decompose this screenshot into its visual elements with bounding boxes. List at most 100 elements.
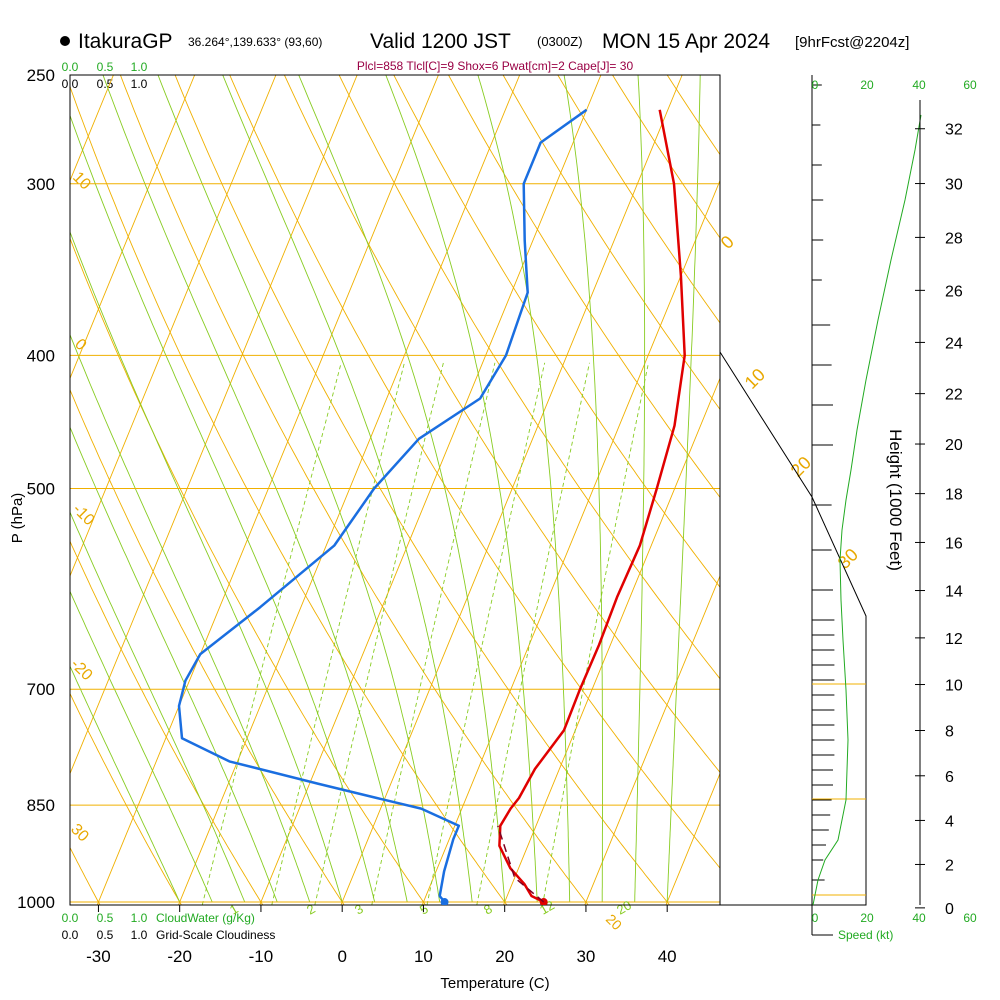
moist-adiabat-line [157,75,441,903]
temperature-tick-label: 0 [337,947,346,966]
temperature-tick-label: -30 [86,947,111,966]
forecast-info: [9hrFcst@2204z] [795,34,909,51]
dry-adiabat-line [70,692,182,905]
x-axis-label: Temperature (C) [440,975,549,992]
height-tick-label: 14 [945,584,963,601]
speed-tick: 0 [812,78,819,92]
cloudwater-tick: 1.0 [131,60,148,74]
isotherm-line [70,75,358,775]
isotherm-line [584,574,720,905]
wind-panel-outline [719,351,867,906]
height-tick-label: 28 [945,230,963,247]
height-tick-label: 4 [945,813,954,830]
pressure-axis: 250 300 400 500 700 850 1000 [17,66,55,912]
mixing-ratio-line [314,362,444,905]
dry-adiabat-line [119,75,589,905]
y-axis-label: P (hPa) [9,493,26,544]
station-coords: 36.264°,139.633° (93,60) [188,35,322,49]
moist-adiabat-line [70,665,181,903]
height-tick-label: 20 [945,437,963,454]
moist-adiabat-line [70,230,343,903]
station-name: ItakuraGP [78,30,173,53]
moist-adiabat-label: 20 [787,453,815,481]
cloudiness-tick: 1.0 [131,77,148,91]
moist-adiabat-line [385,75,538,903]
dry-adiabat-line [995,75,1000,905]
moist-adiabat-line [477,75,571,903]
height-tick-label: 32 [945,122,963,139]
moist-adiabat-line [222,75,473,903]
dry-adiabat-label: 30 [67,821,92,846]
wind-speed-profile [812,114,922,906]
temperature-tick-label: -10 [249,947,274,966]
station-marker-icon [60,36,70,46]
speed-tick: 20 [860,78,874,92]
dry-adiabat-label: -20 [67,656,95,684]
dry-adiabat-line [229,75,720,869]
cloudiness-tick: 0.0 [62,928,79,942]
dry-adiabat-label: 0 [71,336,89,354]
mixing-ratio-line [426,362,546,905]
valid-utc: (0300Z) [537,34,583,49]
mixing-ratio-label: 2 [304,901,318,918]
cloudiness-tick: 0.5 [97,77,114,91]
dry-adiabat-line [557,75,720,324]
moist-adiabat-line [102,75,408,903]
dry-adiabat-line [70,388,345,905]
temperature-tick-label: -20 [167,947,192,966]
height-tick-label: 16 [945,535,963,552]
mixing-ratio-line [371,362,496,905]
mixing-ratio-line [201,362,342,905]
dry-adiabat-line [831,75,1000,905]
height-tick-label: 22 [945,387,963,404]
valid-time: Valid 1200 JST [370,30,511,53]
mixing-ratio-line [542,362,649,905]
dry-adiabat-line [612,75,720,239]
dry-adiabat-line [174,75,670,905]
speed-tick: 40 [912,78,926,92]
moist-adiabat-line [70,114,376,903]
dry-adiabat-line [70,237,426,905]
moist-adiabat-line [70,590,213,903]
dry-adiabat-line [393,75,720,588]
cloudwater-tick: 1.0 [131,911,148,925]
height-axis-label: Height (1000 Feet) [886,429,905,571]
stability-indices: Plcl=858 Tlcl[C]=9 Shox=6 Pwat[cm]=2 Cap… [357,59,634,73]
isotherm-line [70,75,196,380]
cloudiness-tick: 0.5 [97,928,114,942]
moist-adiabat-line [70,426,278,903]
pressure-tick-label: 700 [27,680,55,699]
speed-tick: 0 [812,911,819,925]
height-tick-label: 10 [945,678,963,695]
dewpoint-line [177,108,588,903]
speed-tick: 20 [860,911,874,925]
thermo-background [70,75,1000,905]
mixing-ratio-line [271,362,405,905]
cloudiness-label: Grid-Scale Cloudiness [156,928,275,942]
plot-frame [69,74,721,906]
isotherm-line [70,75,277,578]
speed-tick: 40 [912,911,926,925]
dewpoint-surface-point [440,898,449,905]
dry-adiabat-line [70,85,508,905]
dry-adiabat-line [502,75,720,411]
dry-adiabat-label: -10 [69,501,97,529]
speed-label: Speed (kt) [838,928,893,942]
isobars [70,74,720,903]
pressure-tick-label: 400 [27,346,55,365]
temperature-tick-label: 10 [414,947,433,966]
height-tick-label: 2 [945,857,954,874]
cloud-scale-bottom: 0.0 0.5 1.0 CloudWater (g/Kg) 0.0 0.5 1.… [62,911,276,942]
height-tick-label: 24 [945,335,963,352]
isotherm-line [340,75,683,905]
pressure-tick-label: 300 [27,175,55,194]
height-tick-label: 26 [945,283,963,300]
mixing-ratio-line [476,362,590,905]
moist-adiabat-line [563,75,603,902]
wind-barbs [812,84,835,936]
mixing-ratio-label: 3 [352,901,366,918]
cloudwater-tick: 0.5 [97,911,114,925]
isotherm-line [421,179,720,905]
